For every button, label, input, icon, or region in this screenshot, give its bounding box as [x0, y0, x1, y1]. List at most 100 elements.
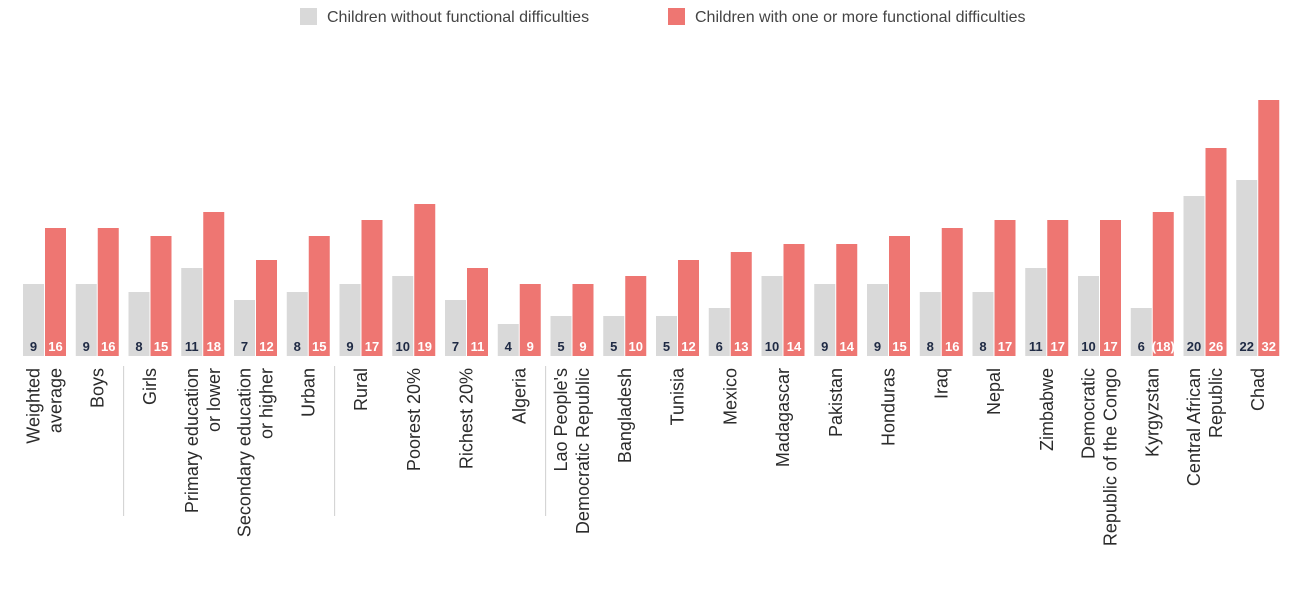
bar-without-difficulties	[1236, 180, 1258, 356]
bar-without-difficulties	[867, 284, 888, 356]
value-label-with: 15	[312, 339, 326, 354]
bar-without-difficulties	[919, 292, 941, 356]
value-label-without: 5	[663, 339, 670, 354]
bar-without-difficulties	[181, 268, 203, 356]
value-label-without: 8	[294, 339, 301, 354]
bar-with-difficulties	[45, 228, 66, 356]
value-label-without: 20	[1187, 339, 1201, 354]
bar-with-difficulties	[519, 284, 541, 356]
category-label: Honduras	[879, 368, 899, 446]
value-label-with: 17	[998, 339, 1012, 354]
value-label-with: (18)	[1152, 339, 1175, 354]
svg-text:Poorest 20%: Poorest 20%	[404, 368, 424, 471]
bar-without-difficulties	[23, 284, 44, 356]
bar-without-difficulties	[814, 284, 836, 356]
bar-without-difficulties	[339, 284, 361, 356]
value-label-without: 4	[505, 339, 513, 354]
svg-text:Tunisia: Tunisia	[668, 367, 688, 425]
value-label-without: 10	[765, 339, 779, 354]
value-label-with: 17	[1051, 339, 1065, 354]
bar-with-difficulties	[572, 284, 594, 356]
value-label-with: 32	[1262, 339, 1276, 354]
bar-without-difficulties	[656, 316, 677, 356]
bar-without-difficulties	[972, 292, 994, 356]
value-label-with: 15	[892, 339, 906, 354]
value-label-without: 9	[346, 339, 353, 354]
bar-with-difficulties	[730, 252, 752, 356]
category-label: Tunisia	[668, 367, 688, 425]
bar-without-difficulties	[1183, 196, 1205, 356]
bar-with-difficulties	[150, 236, 172, 356]
svg-text:Pakistan: Pakistan	[826, 368, 846, 437]
bar-with-difficulties	[97, 228, 119, 356]
bar-without-difficulties	[128, 292, 150, 356]
bar-without-difficulties	[1078, 276, 1099, 356]
value-label-without: 22	[1240, 339, 1254, 354]
bar-without-difficulties	[445, 300, 466, 356]
value-label-with: 17	[1103, 339, 1117, 354]
value-label-without: 7	[452, 339, 459, 354]
value-label-with: 9	[527, 339, 534, 354]
category-label: Secondary education or higher	[235, 368, 277, 537]
legend-swatch-without	[300, 8, 317, 25]
category-label: Weighted average	[24, 368, 66, 444]
legend-label-with: Children with one or more functional dif…	[695, 9, 1026, 26]
category-label: Boys	[87, 368, 107, 408]
bar-with-difficulties	[256, 260, 277, 356]
value-label-without: 11	[185, 339, 199, 354]
value-label-with: 12	[259, 339, 273, 354]
category-label: Urban	[298, 368, 318, 417]
svg-text:Bangladesh: Bangladesh	[615, 368, 635, 463]
svg-text:Honduras: Honduras	[879, 368, 899, 446]
category-labels: Weighted average Boys Girls Primary educatio…	[24, 367, 1268, 546]
category-label: Pakistan	[826, 368, 846, 437]
svg-text:Zimbabwe: Zimbabwe	[1037, 368, 1057, 451]
value-label-without: 10	[1081, 339, 1095, 354]
bar-without-difficulties	[286, 292, 308, 356]
value-label-without: 8	[979, 339, 986, 354]
svg-text:Boys: Boys	[87, 368, 107, 408]
group-separators	[123, 366, 547, 516]
svg-text:Mexico: Mexico	[720, 368, 740, 425]
category-label: Madagascar	[773, 368, 793, 467]
value-label-with: 14	[840, 339, 855, 354]
bar-with-difficulties	[783, 244, 805, 356]
legend-label-without: Children without functional difficulties	[327, 9, 589, 26]
bar-without-difficulties	[761, 276, 783, 356]
value-label-with: 15	[154, 339, 168, 354]
bar-without-difficulties	[603, 316, 625, 356]
value-label-without: 9	[821, 339, 828, 354]
value-label-with: 16	[945, 339, 959, 354]
value-label-without: 9	[30, 339, 37, 354]
value-label-with: 14	[787, 339, 802, 354]
bar-with-difficulties	[1047, 220, 1069, 356]
bar-with-difficulties	[625, 276, 647, 356]
bar-without-difficulties	[75, 284, 97, 356]
bar-with-difficulties	[467, 268, 488, 356]
value-label-with: 10	[629, 339, 643, 354]
value-label-without: 11	[1029, 339, 1043, 354]
value-labels: 9 16 9 16 8 15 11 18 7 12 8 15 9 17 10 19 7 11 4 9 5 9 5 10 5 12 6…	[30, 339, 1276, 354]
value-label-with: 17	[365, 339, 379, 354]
category-label: Nepal	[984, 368, 1004, 415]
category-label: Algeria	[509, 367, 529, 424]
value-label-without: 5	[557, 339, 564, 354]
svg-text:Rural: Rural	[351, 368, 371, 411]
svg-text:Girls: Girls	[140, 368, 160, 405]
svg-text:Nepal: Nepal	[984, 368, 1004, 415]
bar-with-difficulties	[889, 236, 910, 356]
bar-without-difficulties	[1025, 268, 1047, 356]
value-label-with: 13	[734, 339, 748, 354]
category-label: Mexico	[720, 368, 740, 425]
value-label-with: 12	[681, 339, 695, 354]
category-label: Zimbabwe	[1037, 368, 1057, 451]
svg-text:Richest 20%: Richest 20%	[457, 368, 477, 469]
bar-without-difficulties	[550, 316, 572, 356]
bar-without-difficulties	[234, 300, 255, 356]
